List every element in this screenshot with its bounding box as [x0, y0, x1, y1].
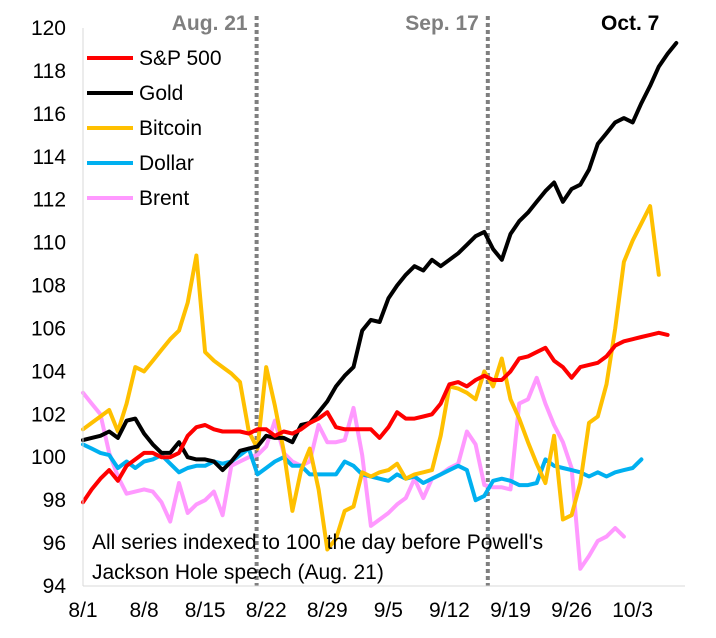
x-tick-label: 8/29	[307, 599, 348, 622]
reference-line-label: Sep. 17	[405, 12, 479, 35]
y-tick-label: 112	[33, 189, 66, 212]
legend-label: Dollar	[139, 152, 194, 175]
y-tick-label: 108	[31, 275, 66, 298]
series-line-brent	[81, 375, 626, 571]
x-tick-label: 8/1	[68, 599, 97, 622]
legend: S&P 500 Gold Bitcoin Dollar Brent	[87, 47, 222, 210]
x-tick-label: 9/19	[490, 599, 531, 622]
x-tick-label: 9/12	[429, 599, 470, 622]
y-tick-label: 120	[31, 17, 66, 40]
x-tick-label: 10/3	[612, 599, 653, 622]
y-tick-label: 104	[31, 360, 66, 383]
x-tick-labels: 8/1 8/8 8/15 8/22 8/29 9/5 9/12 9/19 9/26 10/3	[68, 599, 653, 622]
y-tick-label: 114	[33, 146, 67, 169]
y-tick-label: 102	[31, 403, 66, 426]
series-lines	[81, 41, 679, 571]
series-line-s-p-500	[81, 330, 670, 505]
y-tick-label: 116	[33, 103, 66, 126]
reference-line-label: Aug. 21	[172, 12, 248, 35]
x-tick-label: 9/5	[374, 599, 403, 622]
legend-label: S&P 500	[139, 47, 222, 70]
y-tick-label: 100	[31, 446, 66, 469]
x-tick-label: 8/8	[129, 599, 158, 622]
corner-date-label: Oct. 7	[601, 12, 659, 35]
legend-label: Brent	[139, 187, 189, 210]
reference-lines: Aug. 21 Sep. 17	[172, 12, 490, 586]
y-tick-label: 118	[33, 60, 66, 83]
y-tick-label: 98	[43, 489, 66, 512]
annotation-line-1: All series indexed to 100 the day before…	[92, 531, 543, 554]
annotation-line-2: Jackson Hole speech (Aug. 21)	[92, 561, 384, 584]
series-line-gold	[81, 41, 679, 473]
x-tick-label: 8/15	[185, 599, 226, 622]
y-tick-labels: 120 118 116 114 112 110 108 106 104 102 100 98 96 94	[31, 17, 66, 598]
y-tick-label: 106	[31, 317, 66, 340]
x-tick-label: 9/26	[551, 599, 592, 622]
legend-label: Gold	[139, 82, 183, 105]
y-tick-label: 94	[43, 575, 67, 598]
legend-label: Bitcoin	[139, 117, 202, 140]
x-tick-label: 8/22	[246, 599, 287, 622]
series-line-bitcoin	[81, 204, 661, 552]
y-tick-label: 96	[43, 532, 66, 555]
y-tick-label: 110	[33, 232, 66, 255]
